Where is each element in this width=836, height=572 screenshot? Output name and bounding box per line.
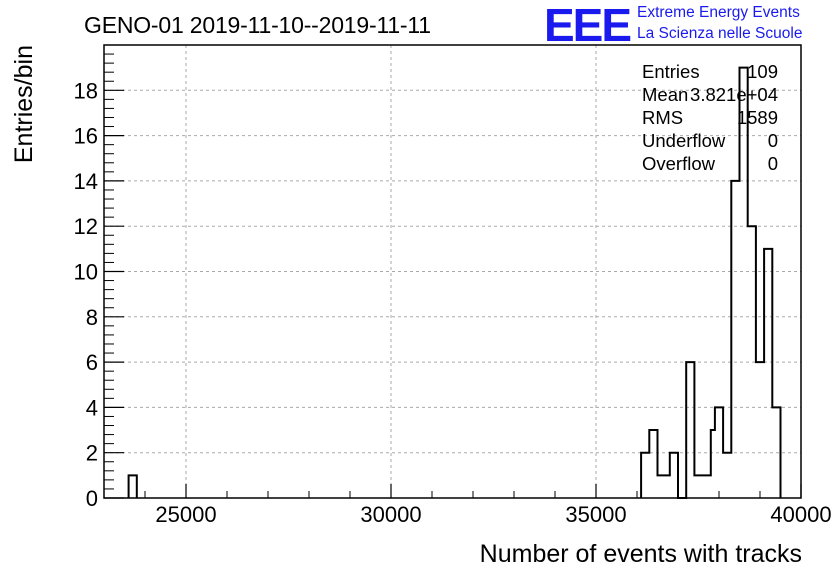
x-tick-label: 25000 (155, 502, 216, 527)
y-axis-label: Entries/bin (10, 45, 38, 163)
x-tick-label: 35000 (565, 502, 626, 527)
stats-label: Entries (642, 61, 700, 82)
y-tick-label: 14 (74, 169, 98, 194)
logo-mark: EEE (544, 0, 632, 51)
y-tick-label: 6 (86, 350, 98, 375)
logo-line-1: Extreme Energy Events (637, 4, 800, 21)
logo-line-2: La Scienza nelle Scuole (637, 25, 803, 42)
y-axis-ticks: 0 2 4 6 8 10 12 14 16 18 (74, 53, 124, 511)
y-tick-label: 4 (86, 395, 98, 420)
stats-label: Underflow (642, 130, 726, 151)
stats-label: RMS (642, 107, 683, 128)
x-axis-label: Number of events with tracks (480, 540, 802, 568)
y-tick-label: 2 (86, 441, 98, 466)
histogram-line (127, 66, 782, 499)
y-tick-label: 10 (74, 260, 98, 285)
stats-value: 1589 (737, 107, 778, 128)
stats-value: 0 (768, 130, 778, 151)
eee-logo: EEE Extreme Energy Events La Scienza nel… (544, 0, 834, 51)
grid (104, 45, 801, 498)
stats-value: 3.821e+04 (690, 84, 778, 105)
stats-value: 109 (747, 61, 778, 82)
y-tick-label: 16 (74, 124, 98, 149)
x-tick-label: 40000 (770, 502, 831, 527)
stats-value: 0 (768, 153, 778, 174)
chart-title: GENO-01 2019-11-10--2019-11-11 (84, 12, 431, 38)
stats-label: Overflow (642, 153, 716, 174)
x-tick-label: 30000 (360, 502, 421, 527)
x-axis-ticks: 25000 30000 35000 40000 (103, 484, 832, 527)
y-tick-label: 12 (74, 214, 98, 239)
stats-label: Mean (642, 84, 688, 105)
stats-box: Entries 109 Mean 3.821e+04 RMS 1589 Underflow 0… (642, 61, 778, 174)
y-tick-label: 0 (86, 486, 98, 511)
y-tick-label: 8 (86, 305, 98, 330)
y-tick-label: 18 (74, 78, 98, 103)
